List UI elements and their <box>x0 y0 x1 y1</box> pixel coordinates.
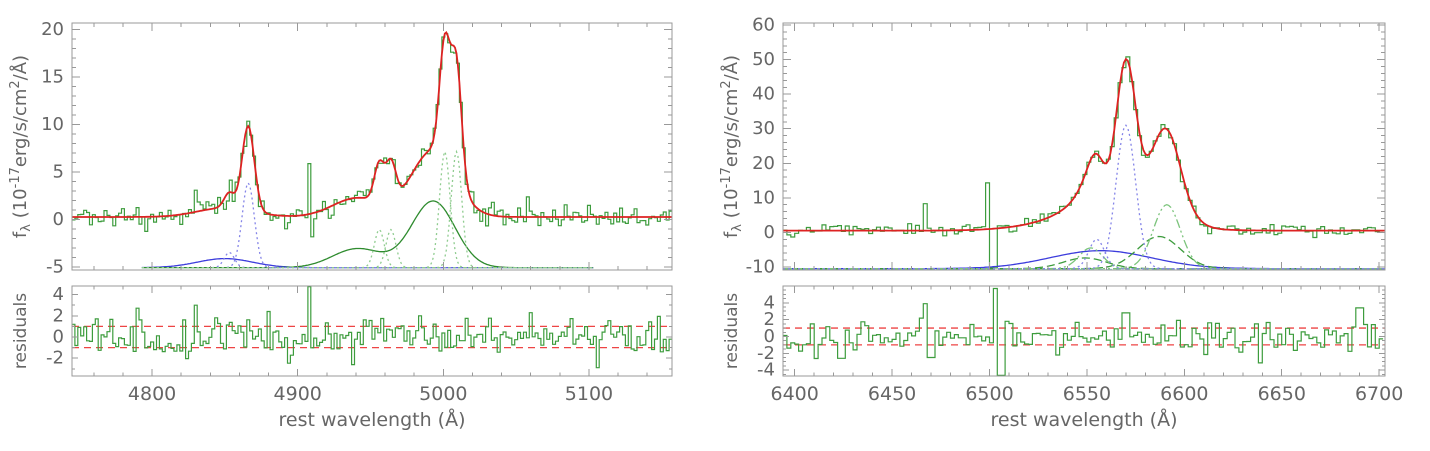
resid-y-tick-label: 0 <box>53 326 64 347</box>
y-tick-label: 10 <box>41 114 64 135</box>
x-axis-title: rest wavelength (Å) <box>278 408 465 431</box>
component-oiii-4959-core <box>141 228 594 269</box>
y-tick-label: 15 <box>41 67 64 88</box>
y-tick-label: 30 <box>752 118 775 139</box>
resid-y-tick-label: -2 <box>46 348 64 369</box>
y-tick-label: 20 <box>41 19 64 40</box>
y-tick-label: 20 <box>752 153 775 174</box>
x-tick-label: 5000 <box>419 383 467 405</box>
total-fit-line <box>783 57 1385 232</box>
component-broad-oiii <box>141 200 594 269</box>
component-narrow-halpha <box>783 124 1385 270</box>
resid-frame <box>782 285 1386 377</box>
resid-y-tick-label: 2 <box>764 309 775 330</box>
y-tick-label: -10 <box>746 256 775 277</box>
resid-y-tick-label: -4 <box>757 360 775 381</box>
component-broad-halpha <box>783 250 1385 270</box>
y-tick-label: 50 <box>752 49 775 70</box>
x-tick-label: 4800 <box>128 383 176 405</box>
component-narrow-halpha-2 <box>783 238 1385 270</box>
resid-y-tick-label: -2 <box>757 343 775 364</box>
x-tick-label: 6550 <box>1063 383 1111 405</box>
component-nii-6548-broad <box>783 257 1385 270</box>
y-axis-title: fλ (10-17erg/s/cm2/Å) <box>719 55 745 238</box>
y-tick-label: 40 <box>752 84 775 105</box>
x-tick-label: 4900 <box>274 383 322 405</box>
y-axis-title: fλ (10-17erg/s/cm2/Å) <box>8 55 34 238</box>
component-nii-6583-narrow <box>783 204 1385 270</box>
x-tick-label: 6400 <box>771 383 819 405</box>
x-tick-label: 5100 <box>565 383 613 405</box>
spectrum-histogram <box>72 33 672 238</box>
resid-y-tick-label: 2 <box>53 305 64 326</box>
component-oiii-5007-wing <box>141 149 594 269</box>
spectrum-histogram <box>783 56 1384 269</box>
resid-y-tick-label: 0 <box>764 326 775 347</box>
y-tick-label: -5 <box>46 257 64 278</box>
x-tick-label: 6650 <box>1258 383 1306 405</box>
resid-frame <box>71 285 673 377</box>
x-tick-label: 6700 <box>1355 383 1403 405</box>
residuals-axis-title: residuals <box>11 293 31 369</box>
resid-y-tick-label: 4 <box>764 292 775 313</box>
component-nii-6583-broad <box>783 235 1385 270</box>
x-tick-label: 6500 <box>965 383 1013 405</box>
residual-histogram <box>72 286 672 369</box>
y-tick-label: 5 <box>53 162 64 183</box>
y-tick-label: 10 <box>752 187 775 208</box>
x-axis-title: rest wavelength (Å) <box>990 408 1177 431</box>
y-tick-label: 0 <box>764 222 775 243</box>
component-broad-hbeta <box>141 257 594 269</box>
x-tick-label: 6450 <box>868 383 916 405</box>
residual-histogram <box>783 287 1384 376</box>
residuals-axis-title: residuals <box>722 293 742 369</box>
main-frame <box>71 22 673 271</box>
x-tick-label: 6600 <box>1160 383 1208 405</box>
component-oiii-4959-wing <box>141 228 594 269</box>
main-frame <box>782 22 1386 271</box>
total-fit-line <box>72 30 672 218</box>
y-tick-label: 60 <box>752 15 775 36</box>
resid-y-tick-label: 4 <box>53 284 64 305</box>
y-tick-label: 0 <box>53 209 64 230</box>
